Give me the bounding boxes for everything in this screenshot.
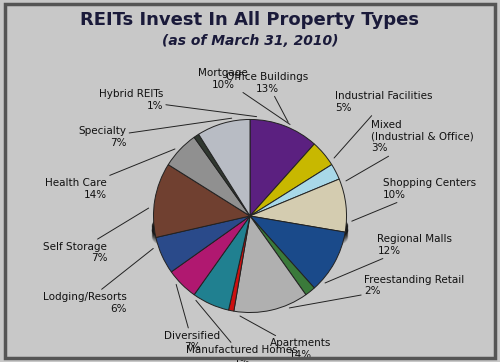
Text: REITs Invest In All Property Types: REITs Invest In All Property Types (80, 11, 419, 29)
Text: (as of March 31, 2010): (as of March 31, 2010) (162, 34, 338, 49)
Ellipse shape (152, 209, 348, 245)
Text: Manufactured Homes
1%: Manufactured Homes 1% (186, 300, 298, 362)
Text: Mixed
(Industrial & Office)
3%: Mixed (Industrial & Office) 3% (346, 120, 474, 181)
Text: Office Buildings
13%: Office Buildings 13% (226, 72, 308, 122)
Wedge shape (172, 216, 250, 295)
Wedge shape (250, 165, 339, 216)
Ellipse shape (152, 219, 348, 256)
Text: Apartments
14%: Apartments 14% (240, 316, 331, 360)
Wedge shape (250, 179, 346, 232)
Text: Health Care
14%: Health Care 14% (46, 149, 175, 200)
Text: Self Storage
7%: Self Storage 7% (44, 208, 148, 264)
Wedge shape (250, 216, 314, 295)
Wedge shape (250, 144, 332, 216)
Wedge shape (228, 216, 250, 311)
Wedge shape (234, 216, 306, 312)
Text: Mortgage
10%: Mortgage 10% (198, 68, 290, 125)
Wedge shape (250, 216, 345, 288)
Wedge shape (194, 216, 250, 310)
Ellipse shape (152, 207, 348, 244)
Text: Lodging/Resorts
6%: Lodging/Resorts 6% (42, 248, 154, 314)
Wedge shape (198, 119, 250, 216)
Ellipse shape (152, 214, 348, 247)
Ellipse shape (152, 218, 348, 254)
Text: Regional Malls
12%: Regional Malls 12% (325, 234, 452, 283)
Text: Diversified
7%: Diversified 7% (164, 285, 220, 352)
Wedge shape (154, 165, 250, 237)
Ellipse shape (152, 214, 348, 251)
Ellipse shape (152, 211, 348, 247)
Ellipse shape (152, 216, 348, 252)
Ellipse shape (152, 212, 348, 249)
Wedge shape (168, 137, 250, 216)
Text: Shopping Centers
10%: Shopping Centers 10% (352, 178, 476, 221)
Wedge shape (194, 134, 250, 216)
Wedge shape (250, 119, 314, 216)
Text: Hybrid REITs
1%: Hybrid REITs 1% (98, 89, 256, 117)
Text: Specialty
7%: Specialty 7% (78, 118, 232, 148)
Wedge shape (156, 216, 250, 272)
Text: Industrial Facilities
5%: Industrial Facilities 5% (334, 91, 432, 158)
Text: Freestanding Retail
2%: Freestanding Retail 2% (290, 275, 464, 308)
